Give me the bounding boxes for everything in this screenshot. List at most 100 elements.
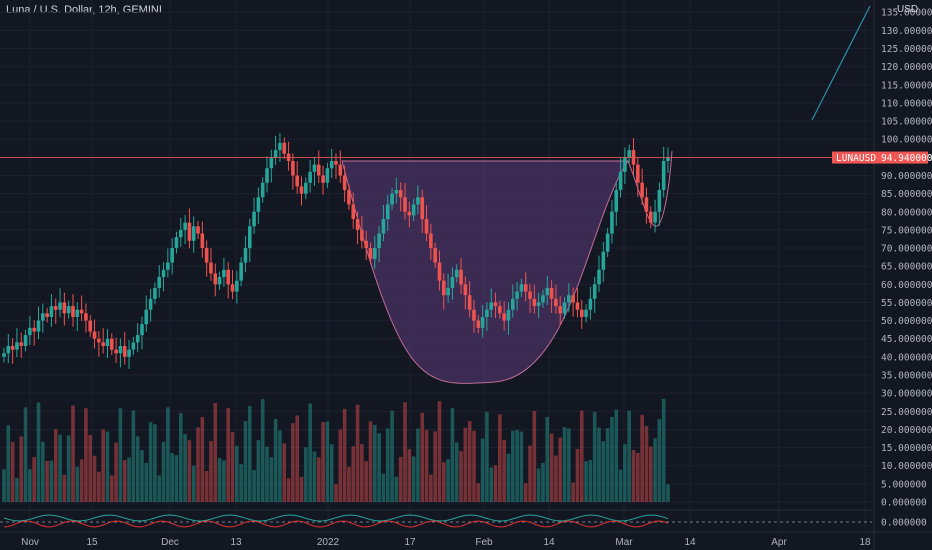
- candle-body: [282, 142, 287, 154]
- candle-body: [105, 338, 110, 346]
- candle-body: [200, 233, 205, 249]
- candle-body: [41, 313, 45, 321]
- candle-body: [480, 316, 485, 328]
- candle-body: [429, 233, 433, 249]
- candle-body: [342, 175, 347, 190]
- volume-bar: [114, 442, 118, 502]
- x-tick-label: 18: [859, 537, 871, 548]
- y-tick-label: 30.000000: [881, 389, 932, 400]
- volume-bar: [416, 428, 420, 502]
- volume-bar: [105, 431, 110, 502]
- candle-body: [407, 211, 412, 216]
- volume-bar: [575, 448, 580, 502]
- volume-bar: [571, 482, 575, 502]
- volume-bar: [178, 413, 183, 502]
- volume-bar: [273, 418, 278, 502]
- volume-bar: [187, 440, 192, 502]
- volume-bar: [450, 408, 455, 502]
- y-tick-label: 135.000000: [881, 8, 932, 19]
- y-tick-label: 120.000000: [881, 62, 932, 73]
- volume-bar: [429, 474, 433, 502]
- candle-body: [661, 160, 666, 190]
- volume-bar: [373, 424, 377, 502]
- candle-body: [498, 306, 502, 314]
- candle-body: [636, 164, 640, 183]
- y-tick-label: 85.000000: [881, 189, 932, 200]
- volume-bar: [170, 453, 174, 502]
- candle-body: [260, 182, 265, 198]
- volume-bar: [23, 407, 28, 502]
- candle-body: [247, 226, 252, 249]
- volume-bar: [558, 437, 563, 502]
- volume-bar: [390, 410, 394, 502]
- volume-bar: [71, 405, 75, 502]
- volume-bar: [217, 457, 222, 502]
- y-tick-label: 110.000000: [881, 98, 932, 109]
- candle-body: [519, 284, 524, 292]
- volume-bar: [148, 422, 153, 502]
- candle-body: [510, 298, 515, 310]
- candle-body: [329, 160, 334, 169]
- candle-body: [592, 284, 597, 299]
- candle-body: [19, 342, 24, 346]
- candle-body: [140, 324, 144, 336]
- volume-bar: [36, 402, 41, 502]
- volume-bar: [510, 430, 515, 502]
- volume-bar: [347, 466, 351, 502]
- candle-body: [437, 262, 442, 281]
- volume-bar: [239, 464, 243, 502]
- candle-body: [666, 157, 670, 161]
- volume-bar: [506, 453, 511, 502]
- y-tick-label: 65.000000: [881, 262, 932, 273]
- candle-body: [489, 302, 494, 310]
- candle-body: [49, 306, 54, 317]
- candle-body: [304, 182, 308, 194]
- volume-bar: [109, 475, 114, 502]
- volume-bar: [554, 455, 558, 502]
- candle-body: [351, 204, 356, 220]
- volume-bar: [385, 428, 390, 502]
- volume-bar: [291, 423, 295, 502]
- candle-body: [256, 197, 261, 212]
- volume-bar: [446, 459, 450, 502]
- candle-body: [446, 287, 450, 296]
- candle-body: [459, 269, 463, 285]
- candle-body: [562, 302, 567, 314]
- volume-bar: [549, 433, 554, 502]
- candle-body: [571, 295, 575, 303]
- candle-body: [127, 349, 131, 357]
- candle-body: [291, 160, 295, 176]
- candle-body: [614, 189, 619, 212]
- volume-bar: [515, 429, 519, 502]
- candle-body: [385, 204, 390, 220]
- candle-body: [454, 269, 459, 278]
- candle-body: [101, 342, 105, 346]
- candle-body: [424, 219, 429, 234]
- volume-bar: [79, 459, 84, 502]
- volume-bar: [502, 439, 506, 502]
- volume-bar: [532, 410, 537, 502]
- candle-body: [243, 248, 248, 263]
- candle-body: [558, 306, 563, 314]
- volume-bar: [243, 421, 248, 502]
- volume-bar: [618, 469, 623, 502]
- candle-body: [536, 302, 541, 307]
- volume-bar: [88, 434, 93, 502]
- volume-bar: [523, 483, 528, 502]
- x-tick-label: Nov: [21, 537, 39, 548]
- volume-bar: [161, 441, 166, 502]
- volume-bar: [588, 460, 593, 502]
- volume-bar: [648, 446, 653, 502]
- candle-body: [135, 335, 140, 343]
- volume-bar: [666, 484, 670, 502]
- volume-bar: [640, 414, 644, 502]
- y-tick-label: 115.000000: [881, 80, 932, 91]
- volume-bar: [536, 468, 541, 502]
- candle-body: [273, 150, 278, 158]
- candle-body: [226, 269, 231, 285]
- candle-body: [170, 248, 174, 263]
- cup-pattern: [341, 160, 629, 384]
- candle-body: [360, 229, 364, 241]
